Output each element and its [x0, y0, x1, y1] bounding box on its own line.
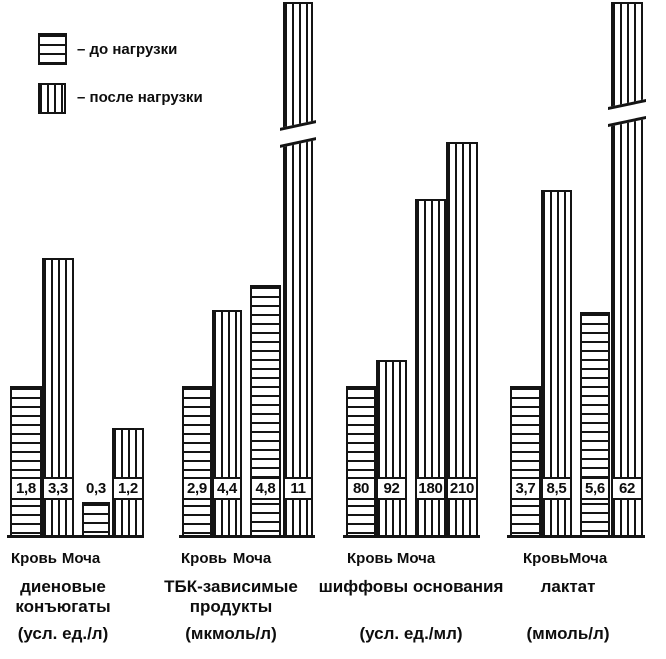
bar-value-box: 80 — [346, 477, 376, 500]
bar-value-box: 3,7 — [510, 477, 541, 500]
x-label-mocha: Моча — [61, 550, 101, 567]
legend-after-label: – после нагрузки — [77, 89, 203, 106]
bar-value-label: 0,3 — [86, 480, 106, 497]
group-name: продукты — [189, 597, 273, 616]
group-name: шиффовы основания — [318, 577, 504, 596]
bar-value-box: 210 — [446, 477, 478, 500]
bar-моча-before — [82, 502, 110, 538]
axis-baseline — [7, 535, 142, 538]
bar-кровь-after — [376, 360, 407, 538]
x-label-krov: Кровь — [11, 550, 57, 567]
bar-value-box: 5,6 — [580, 477, 610, 500]
x-label-mocha: Моча — [568, 550, 608, 567]
group-name: конъюгаты — [15, 597, 111, 616]
bar-value-box: 1,2 — [112, 477, 144, 500]
axis-baseline — [179, 535, 315, 538]
bar-моча-after — [283, 2, 313, 538]
bar-value-box: 2,9 — [182, 477, 212, 500]
bar-value-box: 11 — [283, 477, 313, 500]
bar-value-box: 62 — [611, 477, 643, 500]
bar-кровь-before — [510, 386, 541, 538]
group-name: ТБК-зависимые — [164, 577, 298, 596]
group-units: (мкмоль/л) — [185, 624, 277, 643]
bar-кровь-before — [10, 386, 42, 538]
bar-кровь-before — [346, 386, 376, 538]
group-units: (ммоль/л) — [526, 624, 610, 643]
legend-before-label: – до нагрузки — [77, 41, 178, 58]
bar-value-box: 8,5 — [541, 477, 572, 500]
group-units: (усл. ед./мл) — [359, 624, 463, 643]
x-label-krov: Кровь — [181, 550, 227, 567]
bar-value-box: 180 — [415, 477, 446, 500]
bar-моча-after — [611, 2, 643, 538]
axis-baseline — [343, 535, 480, 538]
bar-моча-before — [580, 312, 610, 538]
bar-value-box: 4,8 — [250, 477, 281, 500]
bar-моча-before — [250, 285, 281, 538]
group-name: лактат — [540, 577, 596, 596]
legend-after-swatch-icon — [38, 83, 66, 114]
x-label-mocha: Моча — [396, 550, 436, 567]
x-label-krov: Кровь — [523, 550, 569, 567]
bar-моча-after — [446, 142, 478, 538]
bar-value-box: 4,4 — [212, 477, 242, 500]
group-name: диеновые — [20, 577, 106, 596]
axis-baseline — [507, 535, 645, 538]
bar-value-box: 92 — [376, 477, 407, 500]
bar-value-box: 3,3 — [42, 477, 74, 500]
x-label-krov: Кровь — [347, 550, 393, 567]
group-units: (усл. ед./л) — [17, 624, 109, 643]
bar-value-box: 1,8 — [10, 477, 42, 500]
x-label-mocha: Моча — [232, 550, 272, 567]
legend-before-swatch-icon — [38, 33, 67, 65]
bar-кровь-after — [212, 310, 242, 538]
bar-кровь-before — [182, 386, 212, 538]
